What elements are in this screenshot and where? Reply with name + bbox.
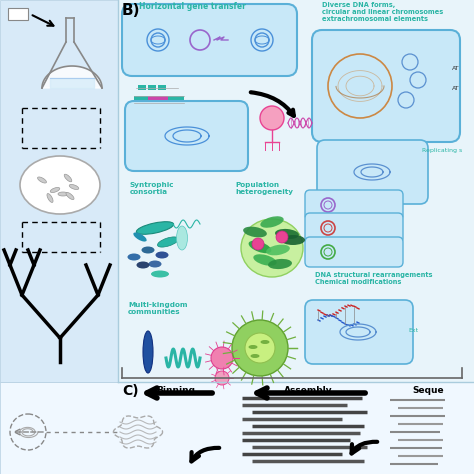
FancyBboxPatch shape	[305, 213, 403, 243]
Ellipse shape	[58, 192, 68, 196]
Ellipse shape	[143, 331, 153, 373]
Ellipse shape	[37, 177, 46, 183]
FancyBboxPatch shape	[125, 101, 248, 171]
Text: Syntrophic
consortia: Syntrophic consortia	[130, 182, 174, 195]
Circle shape	[211, 347, 233, 369]
Text: Population
heterogeneity: Population heterogeneity	[235, 182, 293, 195]
Ellipse shape	[148, 261, 162, 267]
Ellipse shape	[275, 229, 299, 239]
FancyBboxPatch shape	[122, 4, 297, 76]
Ellipse shape	[248, 345, 257, 349]
Ellipse shape	[151, 271, 169, 277]
Ellipse shape	[248, 241, 272, 253]
Bar	[0, 382, 474, 474]
Ellipse shape	[133, 232, 146, 242]
Circle shape	[245, 333, 275, 363]
Bar	[138, 85, 146, 90]
Bar	[8, 8, 28, 20]
Bar	[158, 85, 166, 90]
Ellipse shape	[20, 156, 100, 214]
Ellipse shape	[66, 192, 74, 200]
Ellipse shape	[137, 262, 149, 268]
Ellipse shape	[128, 254, 140, 261]
Circle shape	[232, 320, 288, 376]
Ellipse shape	[281, 235, 305, 245]
Circle shape	[215, 371, 229, 385]
Ellipse shape	[261, 340, 270, 344]
Ellipse shape	[64, 174, 72, 182]
Text: Multi-kingdom
communities: Multi-kingdom communities	[128, 302, 188, 315]
Ellipse shape	[142, 246, 155, 254]
Circle shape	[260, 106, 284, 130]
Text: Diverse DNA forms,
circular and linear chromosomes
extrachromosomal elements: Diverse DNA forms, circular and linear c…	[322, 2, 443, 22]
Polygon shape	[42, 66, 102, 88]
Ellipse shape	[268, 259, 292, 269]
FancyBboxPatch shape	[312, 30, 460, 142]
Ellipse shape	[50, 187, 60, 192]
Bar	[148, 85, 156, 90]
Bar	[134, 96, 148, 103]
Text: DNA structural rearrangements
Chemical modifications: DNA structural rearrangements Chemical m…	[315, 272, 432, 285]
FancyBboxPatch shape	[317, 140, 428, 204]
Circle shape	[276, 231, 288, 243]
Text: Binning: Binning	[156, 386, 195, 395]
Ellipse shape	[266, 245, 290, 255]
Bar	[148, 96, 168, 103]
FancyBboxPatch shape	[305, 237, 403, 267]
Text: AT: AT	[452, 85, 460, 91]
Text: C): C)	[122, 384, 138, 398]
Ellipse shape	[250, 354, 259, 358]
Bar	[0, 0, 118, 382]
Ellipse shape	[69, 184, 79, 190]
Ellipse shape	[241, 219, 303, 277]
Text: Horizontal gene transfer: Horizontal gene transfer	[138, 2, 246, 11]
Ellipse shape	[176, 226, 188, 250]
Ellipse shape	[253, 254, 277, 266]
Ellipse shape	[137, 222, 173, 234]
FancyBboxPatch shape	[305, 300, 413, 364]
Ellipse shape	[47, 193, 53, 202]
Text: Assembly: Assembly	[283, 386, 332, 395]
Text: Ext: Ext	[408, 328, 418, 332]
Bar	[168, 96, 184, 103]
FancyBboxPatch shape	[305, 190, 403, 220]
Text: B): B)	[122, 3, 140, 18]
Ellipse shape	[155, 252, 168, 258]
Text: AT: AT	[452, 65, 460, 71]
Text: Replicating s: Replicating s	[422, 148, 462, 153]
Circle shape	[252, 238, 264, 250]
Ellipse shape	[243, 227, 267, 237]
Bar	[118, 0, 474, 382]
Ellipse shape	[157, 237, 179, 247]
Ellipse shape	[260, 216, 283, 228]
Text: Seque: Seque	[412, 386, 444, 395]
